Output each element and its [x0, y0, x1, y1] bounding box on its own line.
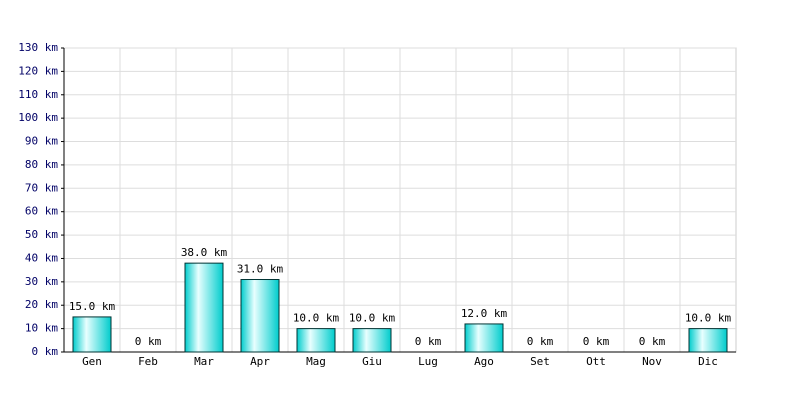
x-tick-label: Feb: [138, 355, 158, 368]
value-label: 31.0 km: [237, 263, 284, 276]
x-tick-label: Mag: [306, 355, 326, 368]
value-label: 12.0 km: [461, 307, 508, 320]
value-label: 15.0 km: [69, 300, 116, 313]
value-label: 0 km: [135, 335, 162, 348]
bar: [72, 316, 112, 353]
value-label: 38.0 km: [181, 246, 228, 259]
y-tick-label: 100 km: [18, 111, 58, 124]
bar: [352, 328, 392, 353]
value-label: 10.0 km: [685, 312, 732, 325]
x-tick-label: Apr: [250, 355, 270, 368]
y-tick-label: 70 km: [25, 181, 58, 194]
x-tick-label: Giu: [362, 355, 382, 368]
value-label: 0 km: [527, 335, 554, 348]
value-label: 0 km: [639, 335, 666, 348]
x-tick-label: Lug: [418, 355, 438, 368]
y-tick-label: 110 km: [18, 88, 58, 101]
y-tick-label: 30 km: [25, 275, 58, 288]
bar: [240, 279, 280, 353]
x-tick-label: Dic: [698, 355, 718, 368]
value-label: 0 km: [415, 335, 442, 348]
x-tick-label: Nov: [642, 355, 662, 368]
value-label: 0 km: [583, 335, 610, 348]
x-tick-label: Gen: [82, 355, 102, 368]
y-tick-label: 0 km: [32, 345, 59, 358]
value-label: 10.0 km: [349, 312, 396, 325]
y-tick-label: 20 km: [25, 298, 58, 311]
y-tick-label: 40 km: [25, 251, 58, 264]
x-tick-label: Set: [530, 355, 550, 368]
bar: [184, 262, 224, 353]
bar: [296, 328, 336, 353]
y-tick-label: 60 km: [25, 205, 58, 218]
y-tick-label: 120 km: [18, 64, 58, 77]
y-tick-label: 90 km: [25, 135, 58, 148]
y-tick-label: 10 km: [25, 322, 58, 335]
value-label: 10.0 km: [293, 312, 340, 325]
y-tick-label: 50 km: [25, 228, 58, 241]
bar: [688, 328, 728, 353]
x-tick-label: Ago: [474, 355, 494, 368]
y-tick-label: 80 km: [25, 158, 58, 171]
y-tick-label: 130 km: [18, 41, 58, 54]
x-tick-label: Ott: [586, 355, 606, 368]
bar: [464, 323, 504, 353]
x-tick-label: Mar: [194, 355, 214, 368]
